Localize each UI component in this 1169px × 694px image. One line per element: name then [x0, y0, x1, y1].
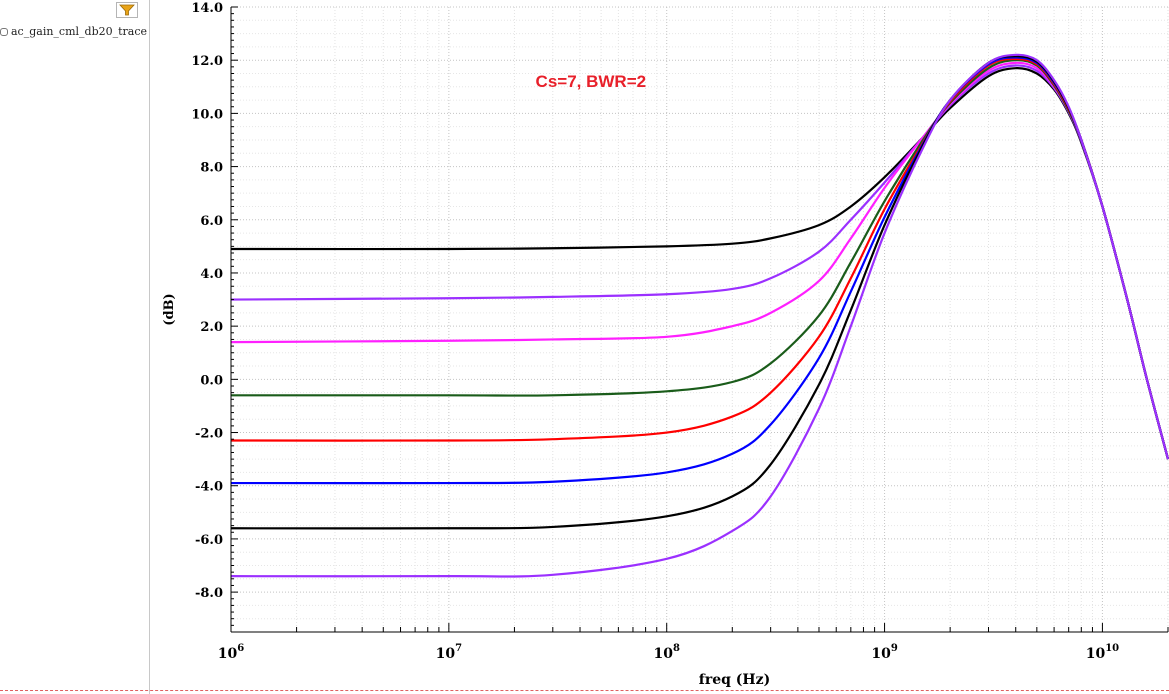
series-layer [230, 53, 1169, 578]
y-tick-label: 12.0 [191, 54, 223, 69]
panel-bottom-border [0, 690, 1169, 691]
plot-area[interactable]: 14.0 12.0 10.0 8.0 6.0 4.0 2.0 0.0 -2.0 -4.0 -6.0 -… [149, 0, 1169, 694]
trace-name-label: ac_gain_cml_db20_trace [11, 25, 148, 38]
y-axis-label: (dB) [162, 293, 177, 325]
trace-visibility-icon [0, 28, 8, 36]
y-tick-label: 8.0 [200, 161, 223, 176]
y-tick-label: -4.0 [195, 480, 223, 495]
legend-panel: ac_gain_cml_db20_trace [0, 0, 150, 694]
y-tick-label: -2.0 [195, 427, 223, 442]
y-tick-label: 4.0 [200, 267, 223, 282]
axes: 14.0 12.0 10.0 8.0 6.0 4.0 2.0 0.0 -2.0 -4.0 -6.0 -… [191, 1, 1169, 662]
chart-annotation: Cs=7, BWR=2 [536, 72, 647, 91]
y-tick-label: -8.0 [195, 586, 223, 601]
x-tick-label: 108 [653, 643, 679, 662]
trace-legend-entry[interactable]: ac_gain_cml_db20_trace [0, 25, 149, 41]
y-tick-label: 10.0 [191, 107, 223, 122]
x-tick-label: 107 [436, 643, 462, 662]
y-tick-label: 6.0 [200, 214, 223, 229]
series-line-8 [230, 53, 1169, 578]
plot-background [231, 7, 1168, 632]
y-tick-label: 14.0 [191, 1, 223, 16]
x-tick-label: 106 [218, 643, 244, 662]
grid [230, 6, 1169, 633]
x-tick-label: 109 [871, 643, 897, 662]
filter-icon[interactable] [116, 2, 138, 18]
x-tick-label: 1010 [1086, 643, 1119, 662]
y-tick-label: -6.0 [195, 533, 223, 548]
y-tick-label: 0.0 [200, 373, 223, 388]
y-tick-label: 2.0 [200, 320, 223, 335]
x-axis-label: freq (Hz) [699, 672, 770, 688]
